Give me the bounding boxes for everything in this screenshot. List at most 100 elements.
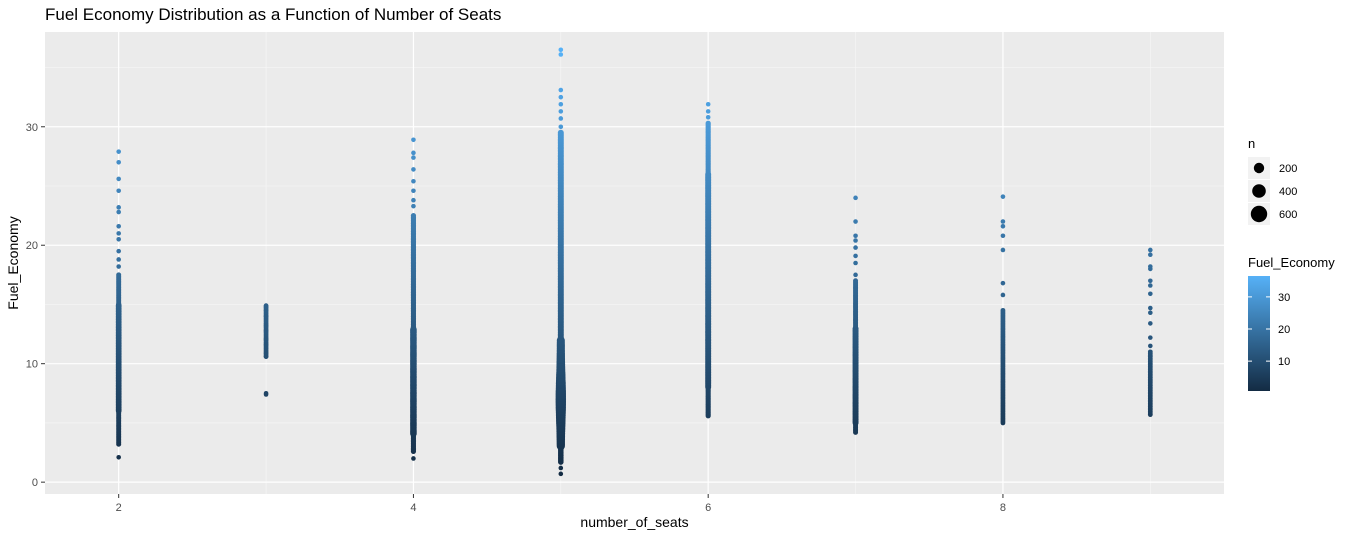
data-point <box>558 465 564 471</box>
size-legend-title: n <box>1248 136 1255 151</box>
data-point <box>1000 194 1006 199</box>
data-point <box>853 195 858 201</box>
x-tick-label: 8 <box>1000 502 1006 514</box>
x-tick-label: 6 <box>705 502 711 514</box>
chart-title: Fuel Economy Distribution as a Function … <box>45 5 501 24</box>
data-point <box>1148 264 1153 269</box>
data-point <box>411 150 416 156</box>
data-point <box>116 209 121 215</box>
data-point <box>1147 349 1153 355</box>
data-points <box>115 47 1153 477</box>
data-point <box>411 197 416 203</box>
data-point <box>705 109 711 114</box>
size-legend: n 200 400 600 <box>1248 136 1297 225</box>
size-legend-label: 400 <box>1279 186 1297 198</box>
data-point <box>558 124 564 130</box>
data-point <box>116 205 121 210</box>
data-point <box>410 213 417 219</box>
data-point <box>116 248 121 254</box>
data-point <box>558 101 564 107</box>
data-point <box>853 219 858 224</box>
data-point <box>1148 278 1153 284</box>
data-point <box>558 109 564 114</box>
data-point <box>557 129 564 136</box>
data-point <box>1000 233 1006 239</box>
data-point <box>558 116 564 121</box>
data-point <box>853 245 858 250</box>
x-tick-label: 4 <box>410 502 416 514</box>
data-point <box>1000 292 1006 298</box>
data-point <box>558 52 564 57</box>
data-point <box>263 336 269 342</box>
data-point <box>705 120 711 126</box>
x-tick-label: 2 <box>116 502 122 514</box>
data-point <box>116 231 121 236</box>
data-point <box>1148 343 1153 349</box>
x-axis: 2 4 6 8 <box>116 494 1006 514</box>
data-point <box>853 233 858 239</box>
y-axis-title: Fuel_Economy <box>5 216 21 309</box>
data-point <box>263 304 269 310</box>
data-point <box>116 237 121 242</box>
data-point <box>411 203 416 209</box>
data-point <box>116 188 121 194</box>
data-point <box>116 149 121 154</box>
y-axis: 0 10 20 30 <box>26 122 45 489</box>
color-legend-title: Fuel_Economy <box>1248 255 1335 270</box>
data-point <box>263 323 269 329</box>
size-legend-label: 200 <box>1279 163 1297 175</box>
data-point <box>411 188 416 194</box>
size-legend-dot <box>1253 162 1265 174</box>
data-point <box>1000 307 1006 313</box>
y-tick-label: 30 <box>26 122 38 134</box>
data-point <box>558 471 564 477</box>
data-point <box>558 87 564 93</box>
data-point <box>1148 252 1153 258</box>
data-point <box>1148 291 1153 297</box>
data-point <box>411 178 416 184</box>
data-point <box>116 454 121 460</box>
data-point <box>1148 335 1153 340</box>
size-legend-label: 600 <box>1279 209 1297 221</box>
data-point <box>853 238 858 243</box>
size-legend-dot <box>1252 184 1266 198</box>
data-point <box>1000 223 1006 229</box>
data-point <box>1000 247 1006 253</box>
data-point <box>1000 280 1006 286</box>
data-point <box>853 278 859 284</box>
data-point <box>705 114 711 120</box>
data-point <box>411 137 416 143</box>
data-point <box>853 272 858 278</box>
data-point <box>263 354 269 359</box>
data-point <box>558 94 564 100</box>
x-axis-title: number_of_seats <box>580 514 688 530</box>
data-point <box>411 456 416 461</box>
data-point <box>411 167 416 172</box>
data-point <box>411 155 416 160</box>
data-point <box>116 264 121 269</box>
data-point <box>1148 310 1153 316</box>
data-point <box>263 391 269 396</box>
size-legend-keys: 200 400 600 <box>1248 157 1297 225</box>
data-point <box>705 101 711 107</box>
data-point <box>1000 219 1006 224</box>
data-point <box>558 47 564 53</box>
colorbar-tick-label: 20 <box>1278 324 1290 336</box>
data-point <box>1148 283 1153 288</box>
data-point <box>263 308 269 313</box>
data-point <box>1148 247 1153 253</box>
data-point <box>116 160 121 165</box>
data-point <box>116 176 121 182</box>
colorbar-tick-label: 10 <box>1278 356 1290 368</box>
data-point <box>1148 305 1153 311</box>
y-tick-label: 20 <box>26 240 38 252</box>
y-tick-label: 0 <box>32 477 38 489</box>
data-point <box>263 342 269 348</box>
data-point <box>263 314 269 319</box>
data-point <box>853 260 858 266</box>
color-legend: Fuel_Economy 10 20 30 <box>1248 255 1335 391</box>
data-point <box>853 253 858 259</box>
data-point <box>263 328 269 333</box>
data-point <box>116 223 121 229</box>
